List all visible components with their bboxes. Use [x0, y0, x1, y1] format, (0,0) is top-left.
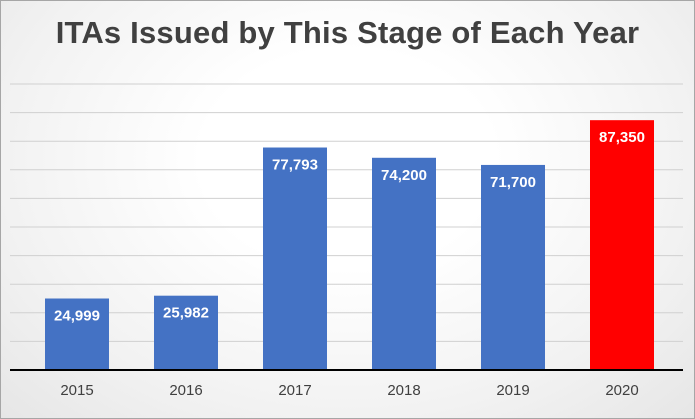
x-tick-label-2020: 2020: [605, 382, 638, 399]
data-label-2018: 74,200: [381, 167, 427, 184]
data-label-2015: 24,999: [54, 308, 100, 325]
data-label-2019: 71,700: [490, 174, 536, 191]
chart-title: ITAs Issued by This Stage of Each Year: [55, 15, 640, 50]
bar-2018: [372, 157, 436, 370]
data-label-2017: 77,793: [272, 157, 318, 174]
bar-2020: [590, 120, 654, 370]
x-tick-label-2016: 2016: [169, 382, 202, 399]
bar-2019: [481, 164, 545, 370]
bar-2017: [263, 147, 327, 370]
data-label-2016: 25,982: [163, 305, 209, 322]
x-tick-label-2015: 2015: [60, 382, 93, 399]
data-label-2020: 87,350: [599, 129, 645, 146]
x-tick-label-2017: 2017: [278, 382, 311, 399]
x-tick-label-2019: 2019: [496, 382, 529, 399]
bar-2015: [45, 298, 109, 370]
bar-2016: [154, 295, 218, 370]
x-tick-label-2018: 2018: [387, 382, 420, 399]
